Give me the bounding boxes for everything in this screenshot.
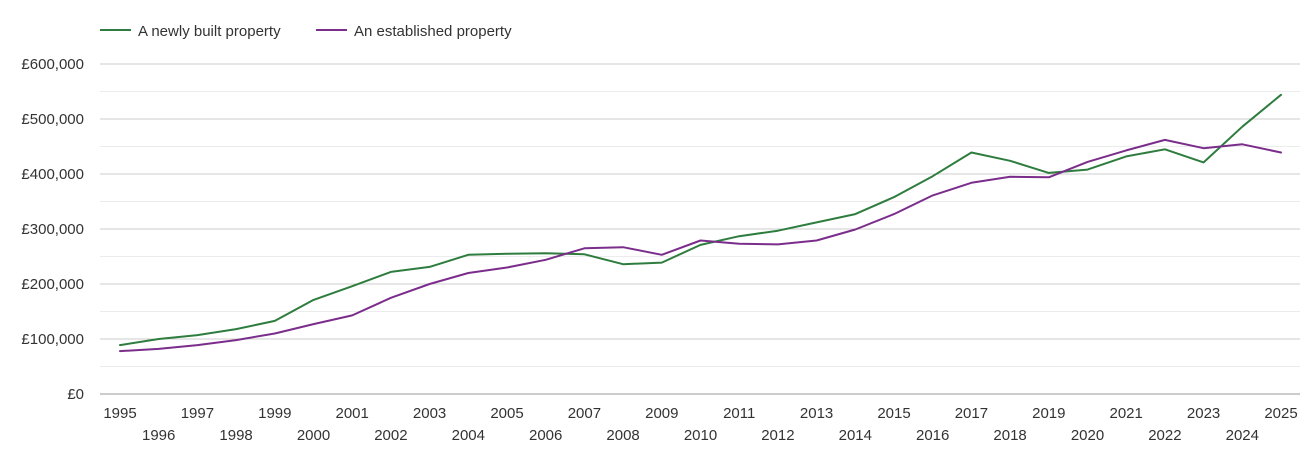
x-tick-label: 2025: [1264, 405, 1297, 422]
series-line-established: [119, 138, 1282, 353]
x-tick-label: 2017: [955, 405, 988, 422]
x-tick-label: 1997: [181, 405, 214, 422]
x-tick-label: 2001: [336, 405, 369, 422]
y-tick-label: £500,000: [21, 111, 84, 128]
x-tick-label: 2000: [297, 427, 330, 444]
y-tick-label: £400,000: [21, 166, 84, 183]
x-tick-label: 2015: [877, 405, 910, 422]
y-tick-label: £300,000: [21, 221, 84, 238]
series-line-new: [119, 93, 1282, 347]
y-axis: £0 £100,000 £200,000 £300,000 £400,000 £500,0…: [21, 56, 84, 403]
x-tick-label: 2021: [1110, 405, 1143, 422]
x-tick-label: 2010: [684, 427, 717, 444]
x-tick-label: 2006: [529, 427, 562, 444]
x-tick-label: 2023: [1187, 405, 1220, 422]
x-tick-label: 2012: [761, 427, 794, 444]
x-tick-label: 2019: [1032, 405, 1065, 422]
y-tick-label: £600,000: [21, 56, 84, 73]
x-tick-label: 2024: [1226, 427, 1259, 444]
legend-label-new: A newly built property: [138, 23, 281, 40]
y-tick-label: £0: [67, 386, 84, 403]
x-tick-label: 1998: [219, 427, 252, 444]
x-tick-label: 2014: [839, 427, 872, 444]
x-tick-label: 2008: [606, 427, 639, 444]
x-tick-label: 2013: [800, 405, 833, 422]
x-tick-label: 2007: [568, 405, 601, 422]
x-tick-label: 1999: [258, 405, 291, 422]
x-tick-label: 2005: [490, 405, 523, 422]
x-tick-label: 2020: [1071, 427, 1104, 444]
legend-item-new[interactable]: A newly built property: [100, 23, 281, 40]
x-axis: 1995 1996 1997 1998 1999 2000 2001 2002 2003 2004…: [103, 405, 1297, 444]
x-tick-label: 2011: [723, 405, 755, 422]
x-tick-label: 2016: [916, 427, 949, 444]
x-tick-label: 1995: [103, 405, 136, 422]
y-tick-label: £200,000: [21, 276, 84, 293]
grid-lines: [100, 63, 1300, 395]
y-tick-label: £100,000: [21, 331, 84, 348]
legend: A newly built property An established pr…: [100, 23, 512, 40]
x-tick-label: 2004: [452, 427, 485, 444]
x-tick-label: 2018: [993, 427, 1026, 444]
legend-label-established: An established property: [354, 23, 512, 40]
x-tick-label: 2009: [645, 405, 678, 422]
legend-item-established[interactable]: An established property: [316, 23, 512, 40]
x-tick-label: 2022: [1148, 427, 1181, 444]
series-lines: [119, 93, 1282, 353]
x-tick-label: 2002: [374, 427, 407, 444]
x-tick-label: 2003: [413, 405, 446, 422]
x-tick-label: 1996: [142, 427, 175, 444]
